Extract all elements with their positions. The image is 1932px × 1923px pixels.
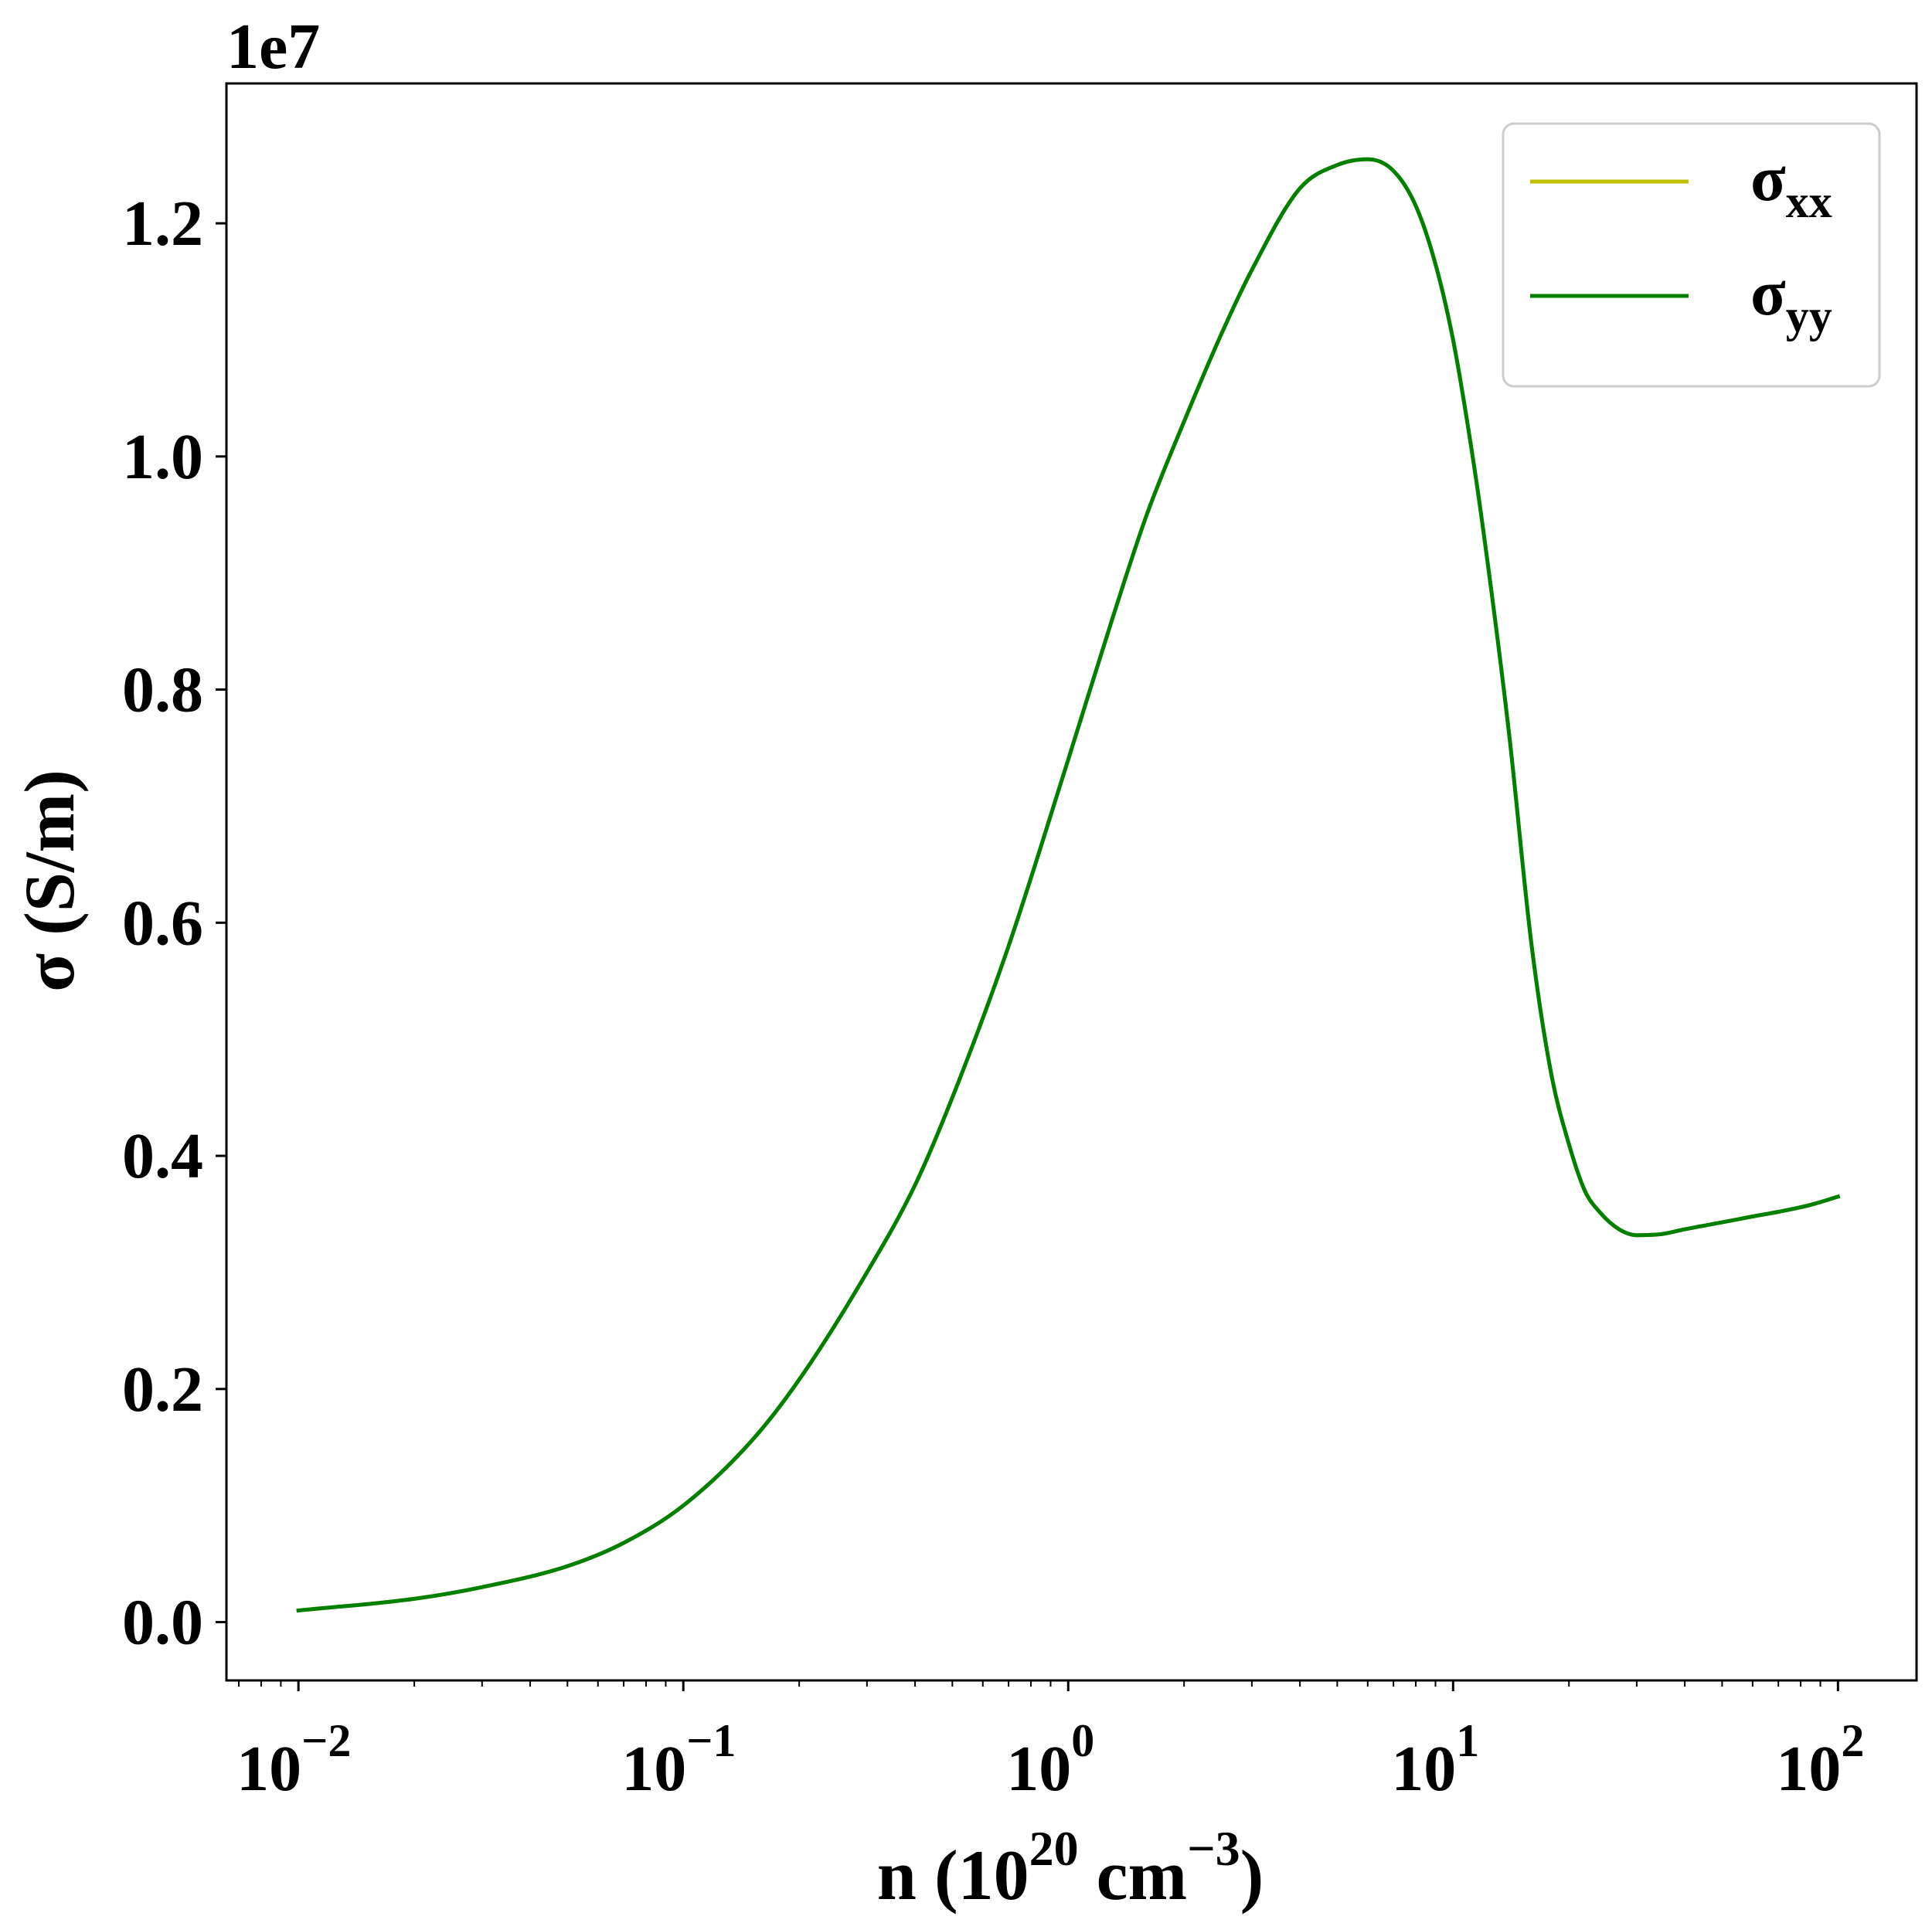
y-tick-label: 0.6	[122, 887, 203, 959]
legend-label-1: σxx	[1750, 143, 1832, 227]
y-offset-label: 1e7	[226, 11, 320, 83]
y-tick-label: 0.8	[122, 654, 203, 726]
x-tick-label: 101	[1391, 1715, 1479, 1805]
series-line-2	[296, 157, 1841, 1613]
y-tick-label: 0.4	[122, 1120, 203, 1192]
axis-labels: n (1020 cm−3) σ (S/m)	[10, 770, 1264, 1915]
x-tick-label: 102	[1776, 1715, 1864, 1805]
plot-area	[225, 82, 1918, 1682]
x-tick-label: 100	[1006, 1715, 1094, 1805]
x-tick-label: 10−2	[236, 1715, 351, 1805]
legend-label-2: σyy	[1750, 257, 1832, 341]
y-tick-label: 1.2	[122, 188, 203, 260]
y-tick-label: 0.2	[122, 1354, 203, 1425]
legend-box	[1502, 122, 1881, 388]
axes: 0.0 0.2 0.4 0.6 0.8 1.0 1.2 10−2 10−1 100 101 102 1e…	[122, 11, 1864, 1805]
y-axis-label: σ (S/m)	[10, 770, 89, 992]
plot-frame	[225, 82, 1918, 1682]
x-tick-label: 10−1	[621, 1715, 736, 1805]
y-tick-label: 0.0	[122, 1587, 203, 1659]
legend: σxx σyy	[1502, 122, 1881, 388]
x-axis-label: n (1020 cm−3)	[877, 1821, 1264, 1915]
series-layer	[296, 157, 1841, 1613]
y-tick-label: 1.0	[122, 421, 203, 493]
